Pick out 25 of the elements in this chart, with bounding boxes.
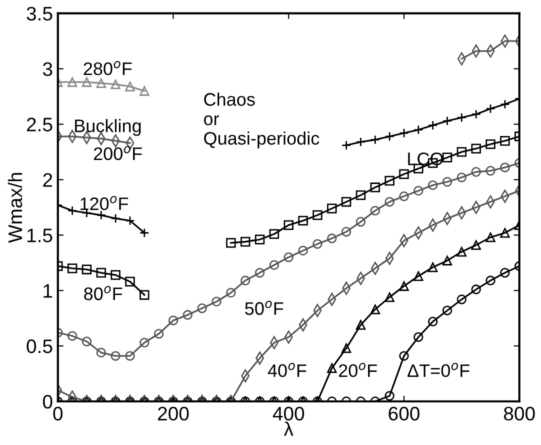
- x-tick-label: 800: [504, 406, 535, 421]
- annotation: 120$^{o}$F: [80, 196, 128, 210]
- annotation: Buckling: [75, 119, 141, 136]
- annotation: Chaos or Quasi-periodic: [204, 92, 320, 148]
- y-tick-label: 2.5: [26, 118, 52, 132]
- annotation: ΔT=0$^{o}$F: [408, 362, 470, 378]
- y-tick-label: 1: [44, 284, 52, 298]
- annotation: 50$^{o}$F: [245, 300, 284, 315]
- y-tick-label: 3.5: [26, 6, 52, 21]
- y-tick-label: 1.5: [27, 228, 52, 242]
- annotation: 280$^{o}$F: [84, 60, 132, 76]
- annotation: 40$^{o}$F: [268, 362, 306, 378]
- x-tick-label: 200: [158, 406, 189, 421]
- annotation: 80$^{o}$F: [84, 286, 122, 300]
- y-tick-label: 3: [42, 62, 52, 76]
- x-tick-label: 600: [388, 406, 420, 421]
- y-tick-label: 0.5: [26, 339, 52, 354]
- x-tick-label: 0: [53, 406, 63, 421]
- y-tick-label: 0: [42, 394, 52, 409]
- y-axis-title: Wmax/h: [8, 172, 22, 243]
- annotation: 200$^{o}$F: [94, 146, 142, 160]
- y-tick-label: 2: [43, 173, 52, 187]
- x-tick-label: 400: [272, 406, 304, 421]
- annotation: 20$^{o}$F: [338, 362, 377, 378]
- x-axis-title: λ: [284, 422, 294, 436]
